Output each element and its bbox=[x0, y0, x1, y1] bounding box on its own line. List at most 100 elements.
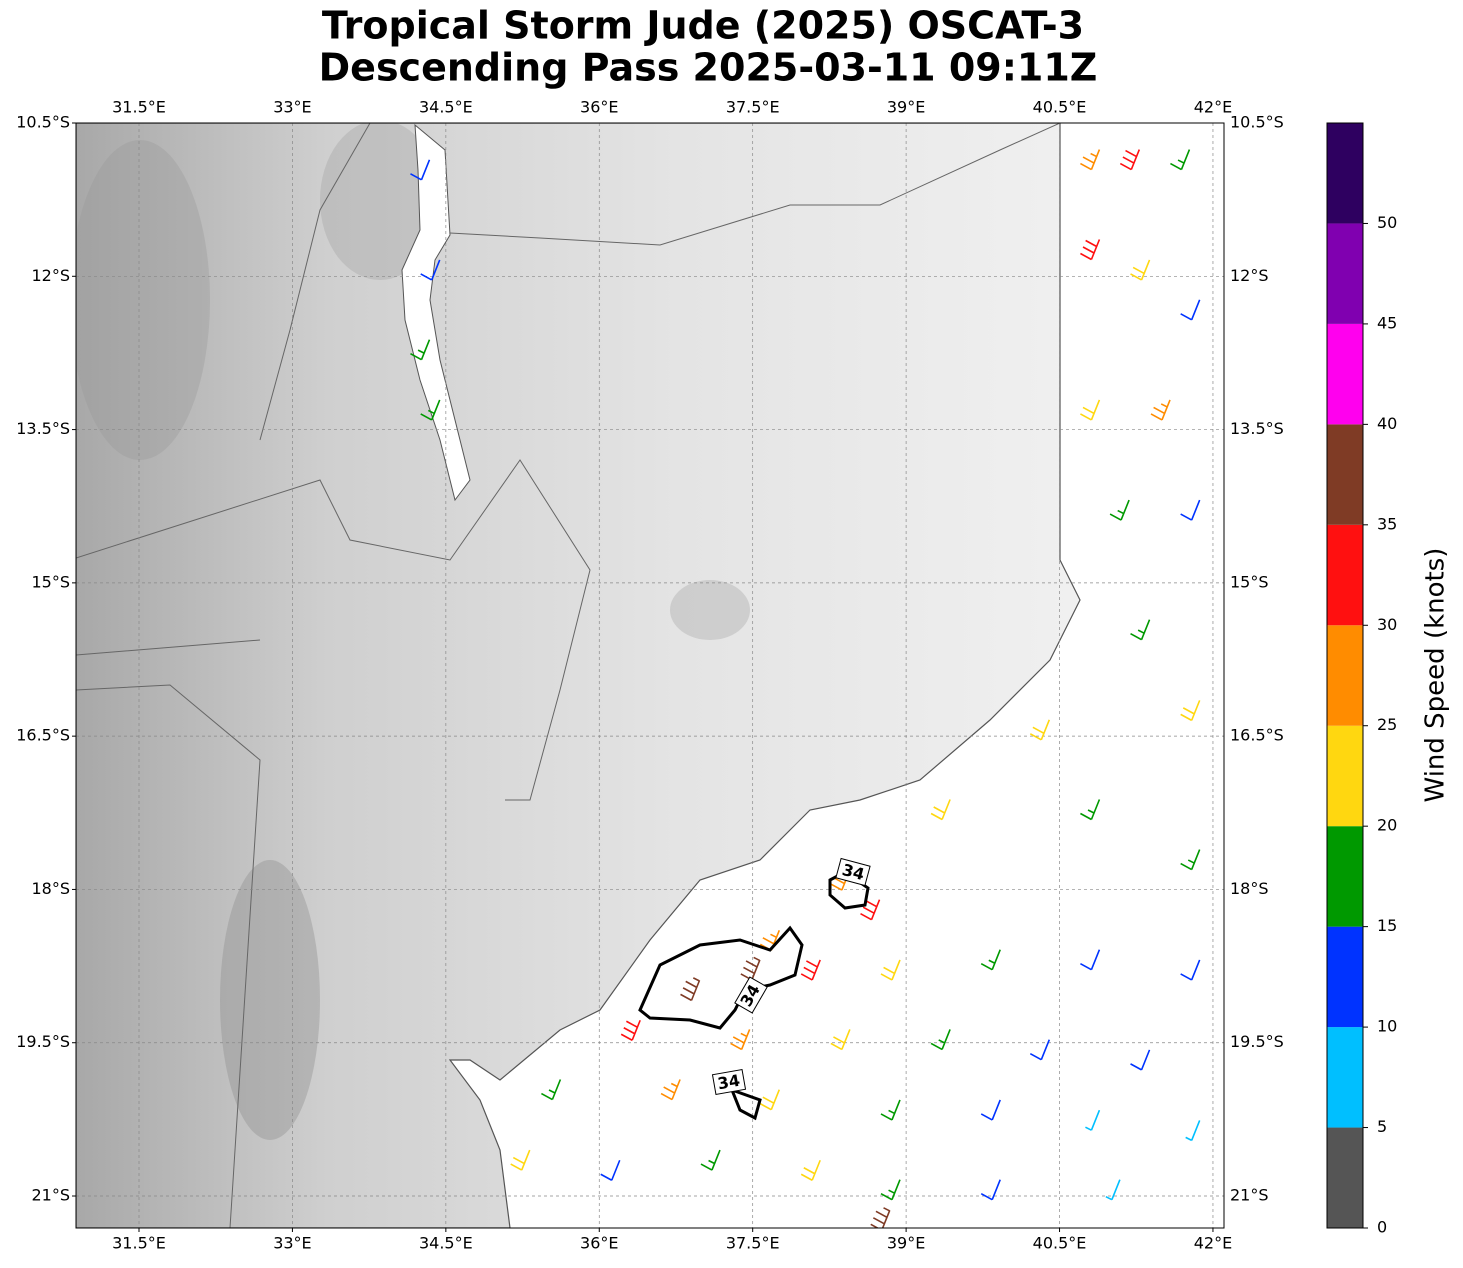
terrain-shade bbox=[220, 860, 320, 1140]
x-tick-label: 33°E bbox=[273, 1234, 311, 1253]
gridlines bbox=[76, 123, 1224, 1228]
colorbar-tick-label: 5 bbox=[1377, 1117, 1387, 1136]
wind-barb bbox=[1180, 299, 1201, 321]
wind-barb bbox=[930, 799, 951, 821]
wind-barb bbox=[830, 1029, 851, 1051]
wind-barb bbox=[420, 259, 441, 281]
title-line-2: Descending Pass 2025-03-11 09:11Z bbox=[319, 46, 1098, 90]
colorbar-frame bbox=[1326, 122, 1364, 1229]
y-tick-label-right: 18°S bbox=[1230, 879, 1269, 898]
wind-barb bbox=[1180, 499, 1201, 521]
wind-barb bbox=[420, 399, 441, 421]
wind-barb bbox=[1080, 239, 1101, 261]
colorbar-bin bbox=[1327, 323, 1363, 425]
y-tick-label-right: 13.5°S bbox=[1230, 419, 1284, 438]
borders bbox=[76, 123, 1061, 1228]
x-tick-label: 42°E bbox=[1194, 1234, 1232, 1253]
wind-barb bbox=[1080, 799, 1101, 821]
colorbar-tick-label: 50 bbox=[1377, 213, 1397, 232]
wind-barb bbox=[980, 1179, 1001, 1201]
wind-barb bbox=[980, 949, 1001, 971]
x-tick-label: 37.5°E bbox=[726, 1234, 780, 1253]
wind-barb bbox=[880, 959, 901, 981]
y-tick-label: 19.5°S bbox=[16, 1032, 70, 1051]
wind-barb bbox=[1029, 1039, 1051, 1061]
colorbar-bin bbox=[1327, 424, 1363, 525]
y-tick-label-right: 15°S bbox=[1230, 572, 1269, 591]
colorbar-bin bbox=[1327, 524, 1363, 626]
x-tick-label-top: 37.5°E bbox=[726, 98, 780, 117]
wind-barb bbox=[660, 1079, 681, 1101]
wind-barb bbox=[1130, 619, 1151, 641]
wind-barb bbox=[1180, 959, 1201, 981]
wind-barb bbox=[740, 956, 761, 981]
colorbar-bin bbox=[1327, 625, 1363, 726]
wind-barb bbox=[1170, 149, 1191, 171]
colorbar-tick-label: 40 bbox=[1377, 414, 1397, 433]
wind-barb bbox=[800, 1159, 821, 1181]
wind-barb bbox=[759, 1089, 781, 1111]
colorbar-tick-label: 20 bbox=[1377, 816, 1397, 835]
y-tick-label-right: 12°S bbox=[1230, 266, 1269, 285]
wind-barb bbox=[930, 1029, 951, 1051]
wind-barb bbox=[1080, 149, 1101, 171]
terrain-shade bbox=[320, 123, 440, 280]
wind-barb bbox=[1130, 1049, 1151, 1071]
wind-barb bbox=[880, 1099, 901, 1121]
y-tick-label-right: 21°S bbox=[1230, 1186, 1269, 1205]
contour-label: 34 bbox=[716, 1071, 741, 1094]
colorbar-label: Wind Speed (knots) bbox=[1421, 548, 1451, 803]
x-tick-label-top: 40.5°E bbox=[1033, 98, 1087, 117]
wind-barb bbox=[1180, 700, 1201, 722]
terrain-shade bbox=[670, 580, 750, 640]
wind-barb bbox=[510, 1149, 531, 1171]
x-tick-label-top: 42°E bbox=[1194, 98, 1232, 117]
colorbar: 0 5 10 15 20 25 30 35 40 45 50 bbox=[1326, 122, 1397, 1237]
colorbar-bin bbox=[1327, 1027, 1363, 1128]
wind-barb bbox=[880, 1179, 901, 1201]
x-tick-label: 31.5°E bbox=[112, 1234, 166, 1253]
wind-barb bbox=[1029, 719, 1051, 741]
wind-barb bbox=[1185, 1120, 1201, 1142]
y-tick-label: 10.5°S bbox=[16, 113, 70, 132]
y-tick-label: 12°S bbox=[31, 266, 70, 285]
colorbar-tick-label: 45 bbox=[1377, 313, 1397, 332]
wind-barb bbox=[1105, 1179, 1121, 1201]
x-tick-label-top: 33°E bbox=[273, 98, 311, 117]
wind-barb bbox=[410, 159, 431, 181]
wind-barb bbox=[1150, 399, 1171, 421]
wind-barb bbox=[1130, 259, 1151, 281]
x-tick-label-top: 34.5°E bbox=[419, 98, 473, 117]
x-tick-label-top: 36°E bbox=[580, 98, 618, 117]
wind-barb bbox=[1119, 149, 1141, 171]
colorbar-tick-label: 25 bbox=[1377, 715, 1397, 734]
colorbar-bin bbox=[1327, 826, 1363, 927]
wind-barb bbox=[1180, 849, 1201, 871]
y-tick-label-right: 16.5°S bbox=[1230, 726, 1284, 745]
wind-barb bbox=[410, 339, 431, 361]
colorbar-bin bbox=[1327, 223, 1363, 324]
terrain-shade bbox=[76, 140, 210, 460]
wind-barb bbox=[1080, 399, 1101, 421]
wind-barb bbox=[870, 1207, 891, 1228]
colorbar-bin bbox=[1327, 926, 1363, 1028]
x-tick-label: 36°E bbox=[580, 1234, 618, 1253]
colorbar-tick-label: 0 bbox=[1377, 1218, 1387, 1237]
plot-frame bbox=[75, 122, 1225, 1229]
wind-barb bbox=[700, 1149, 721, 1171]
y-tick-label: 13.5°S bbox=[16, 419, 70, 438]
x-tick-label: 39°E bbox=[887, 1234, 925, 1253]
land bbox=[76, 123, 1081, 1228]
colorbar-tick-label: 35 bbox=[1377, 514, 1397, 533]
contour-label-box bbox=[734, 976, 768, 1014]
barbs bbox=[410, 149, 1201, 1228]
wind-barb bbox=[1085, 1109, 1101, 1131]
wind-barb bbox=[730, 1029, 751, 1051]
wind-barb bbox=[1080, 949, 1101, 971]
wind-barb bbox=[1109, 499, 1130, 521]
y-tick-label: 16.5°S bbox=[16, 726, 70, 745]
colorbar-tick-label: 30 bbox=[1377, 615, 1397, 634]
wind-barb bbox=[680, 977, 701, 1002]
colorbar-bin bbox=[1327, 725, 1363, 827]
